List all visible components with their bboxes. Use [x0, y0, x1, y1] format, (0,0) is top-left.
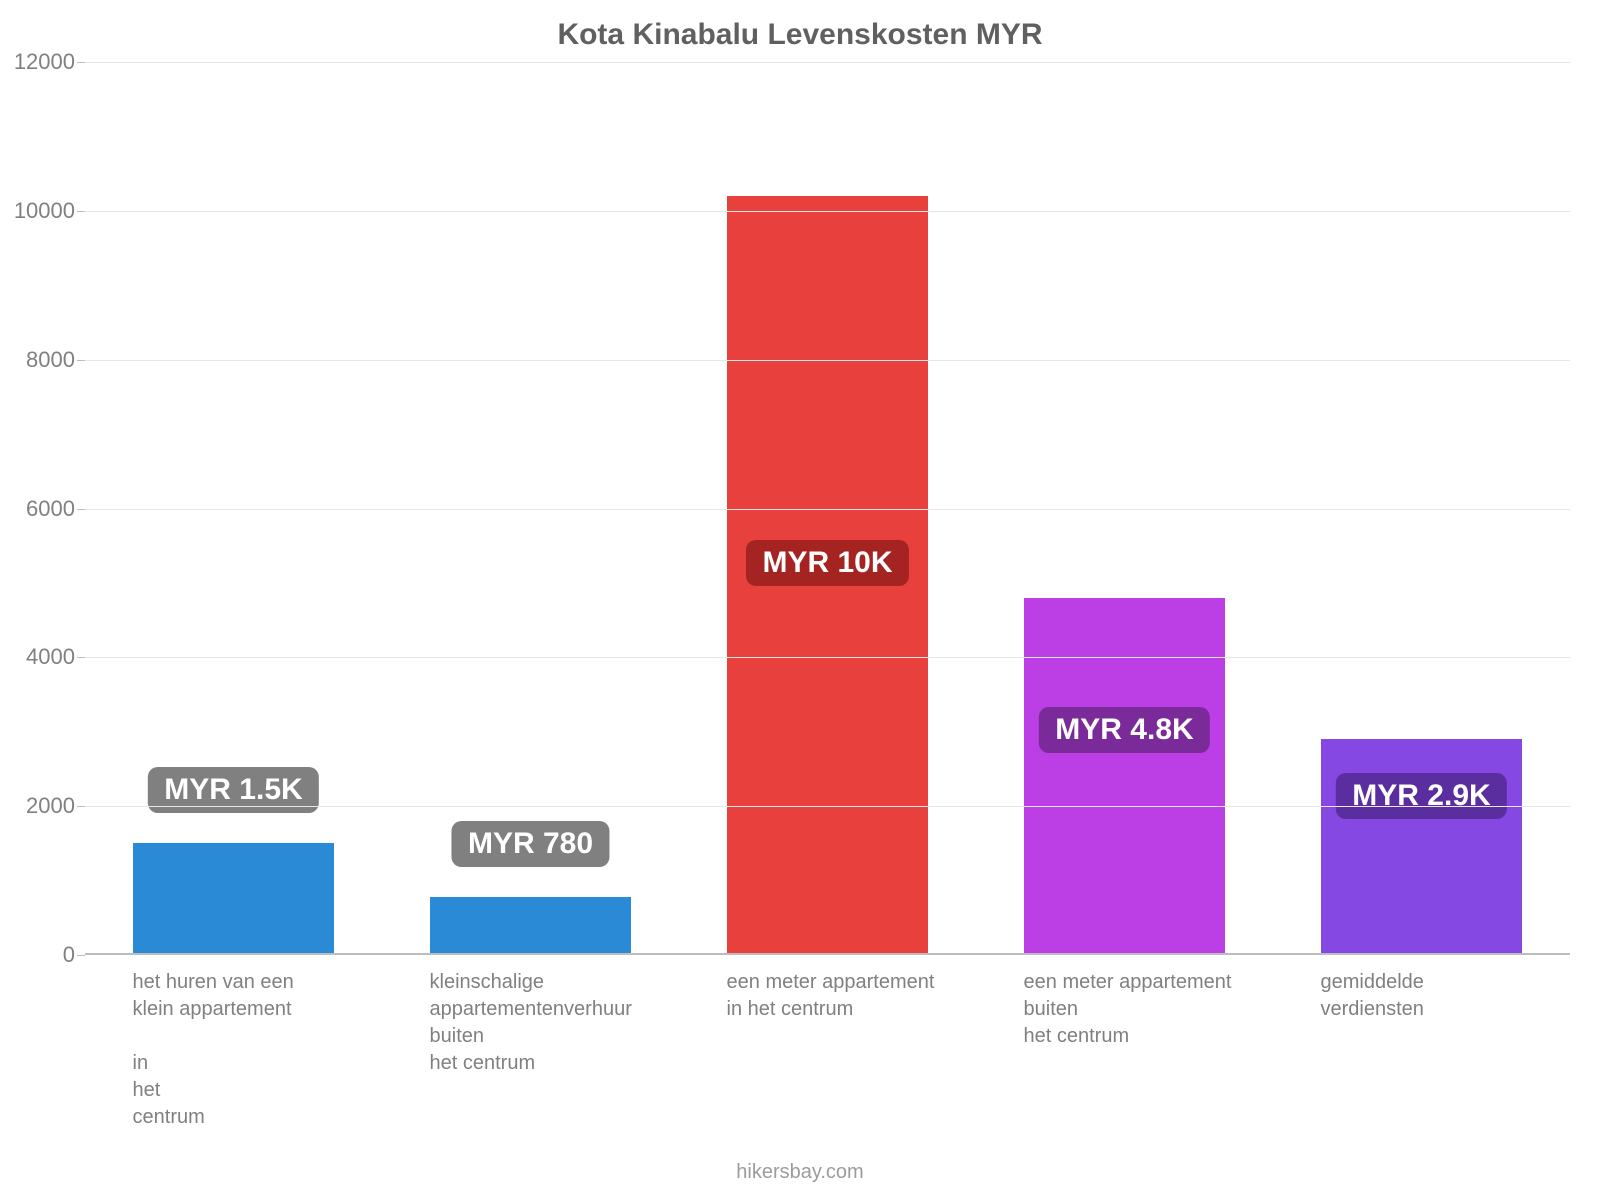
value-badge: MYR 2.9K — [1336, 773, 1506, 819]
credit-text: hikersbay.com — [0, 1161, 1600, 1184]
ytick-label: 0 — [63, 942, 85, 968]
xtick-label: gemiddelde verdiensten — [1321, 955, 1600, 1023]
bar: MYR 2.9K — [1321, 739, 1523, 955]
value-badge: MYR 780 — [452, 821, 609, 867]
chart-title: Kota Kinabalu Levenskosten MYR — [0, 18, 1600, 52]
bar: MYR 780 — [430, 897, 632, 955]
gridline — [85, 62, 1570, 63]
cost-of-living-chart: Kota Kinabalu Levenskosten MYR MYR 1.5K M… — [0, 0, 1600, 1200]
ytick-label: 2000 — [26, 793, 85, 819]
bar: MYR 4.8K — [1024, 598, 1226, 955]
ytick-label: 10000 — [14, 198, 85, 224]
gridline — [85, 360, 1570, 361]
gridline — [85, 806, 1570, 807]
ytick-label: 4000 — [26, 644, 85, 670]
xtick-label: kleinschalige appartementenverhuur buite… — [430, 955, 772, 1077]
xtick-label: een meter appartement buiten het centrum — [1024, 955, 1366, 1050]
bar: MYR 10K — [727, 196, 929, 955]
xtick-label: een meter appartement in het centrum — [727, 955, 1069, 1023]
bar: MYR 1.5K — [133, 843, 335, 955]
ytick-label: 12000 — [14, 49, 85, 75]
gridline — [85, 657, 1570, 658]
gridline — [85, 211, 1570, 212]
ytick-label: 8000 — [26, 347, 85, 373]
value-badge: MYR 4.8K — [1039, 707, 1209, 753]
plot-area: MYR 1.5KMYR 780MYR 10KMYR 4.8KMYR 2.9K 0… — [85, 62, 1570, 955]
gridline — [85, 509, 1570, 510]
xtick-label: het huren van een klein appartement in h… — [133, 955, 475, 1131]
value-badge: MYR 10K — [746, 540, 908, 586]
ytick-label: 6000 — [26, 496, 85, 522]
